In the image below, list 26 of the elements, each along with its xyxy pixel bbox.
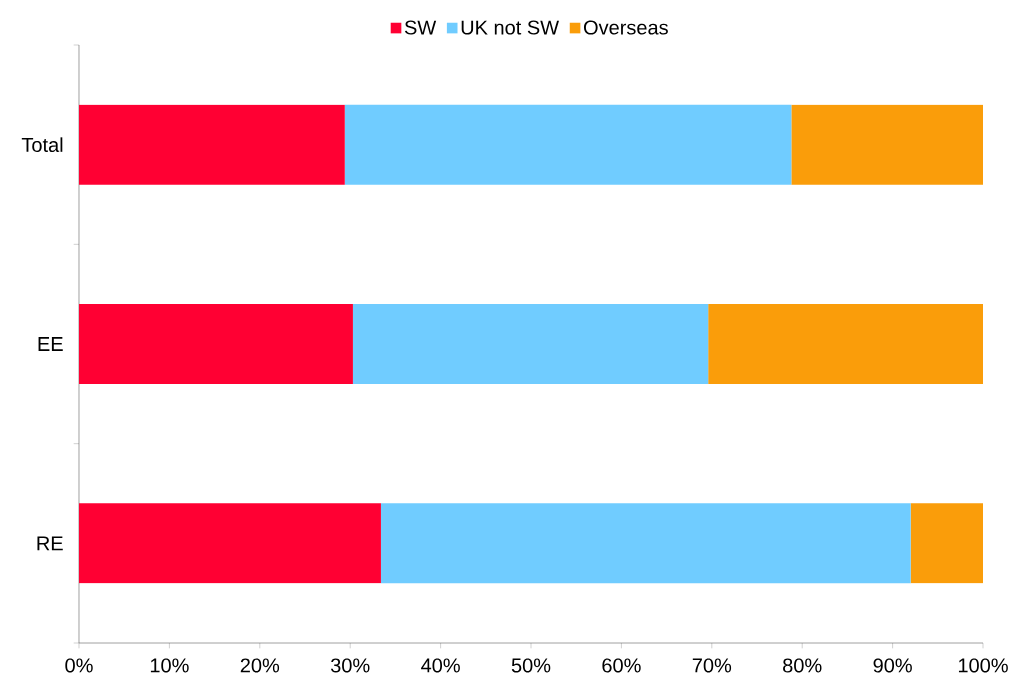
x-tick-label: 20% bbox=[240, 658, 280, 673]
x-tick-label: 100% bbox=[958, 658, 1008, 673]
x-tick-label: 70% bbox=[692, 658, 732, 673]
y-tick-label: Total bbox=[21, 137, 63, 153]
x-tick-label: 10% bbox=[150, 658, 189, 673]
bar bbox=[791, 104, 984, 185]
x-tick-label: 30% bbox=[330, 658, 370, 673]
x-tick-label: 60% bbox=[602, 658, 641, 673]
legend-label: Overseas bbox=[583, 20, 668, 35]
legend-label: UK not SW bbox=[461, 20, 559, 35]
bar bbox=[79, 104, 345, 185]
x-tick-label: 80% bbox=[783, 658, 822, 673]
bar bbox=[708, 304, 984, 384]
x-tick-label: 40% bbox=[421, 658, 460, 673]
bar bbox=[380, 503, 911, 584]
bar bbox=[79, 503, 381, 584]
x-tick-label: 0% bbox=[65, 658, 93, 673]
legend-label: SW bbox=[404, 20, 437, 35]
bar bbox=[352, 304, 709, 384]
x-tick-label: 50% bbox=[511, 658, 551, 673]
bar bbox=[344, 104, 792, 185]
bar bbox=[79, 304, 353, 384]
y-tick-label: EE bbox=[38, 337, 63, 351]
x-tick-label: 90% bbox=[873, 658, 912, 673]
bar bbox=[910, 503, 984, 584]
y-tick-label: RE bbox=[37, 536, 63, 551]
